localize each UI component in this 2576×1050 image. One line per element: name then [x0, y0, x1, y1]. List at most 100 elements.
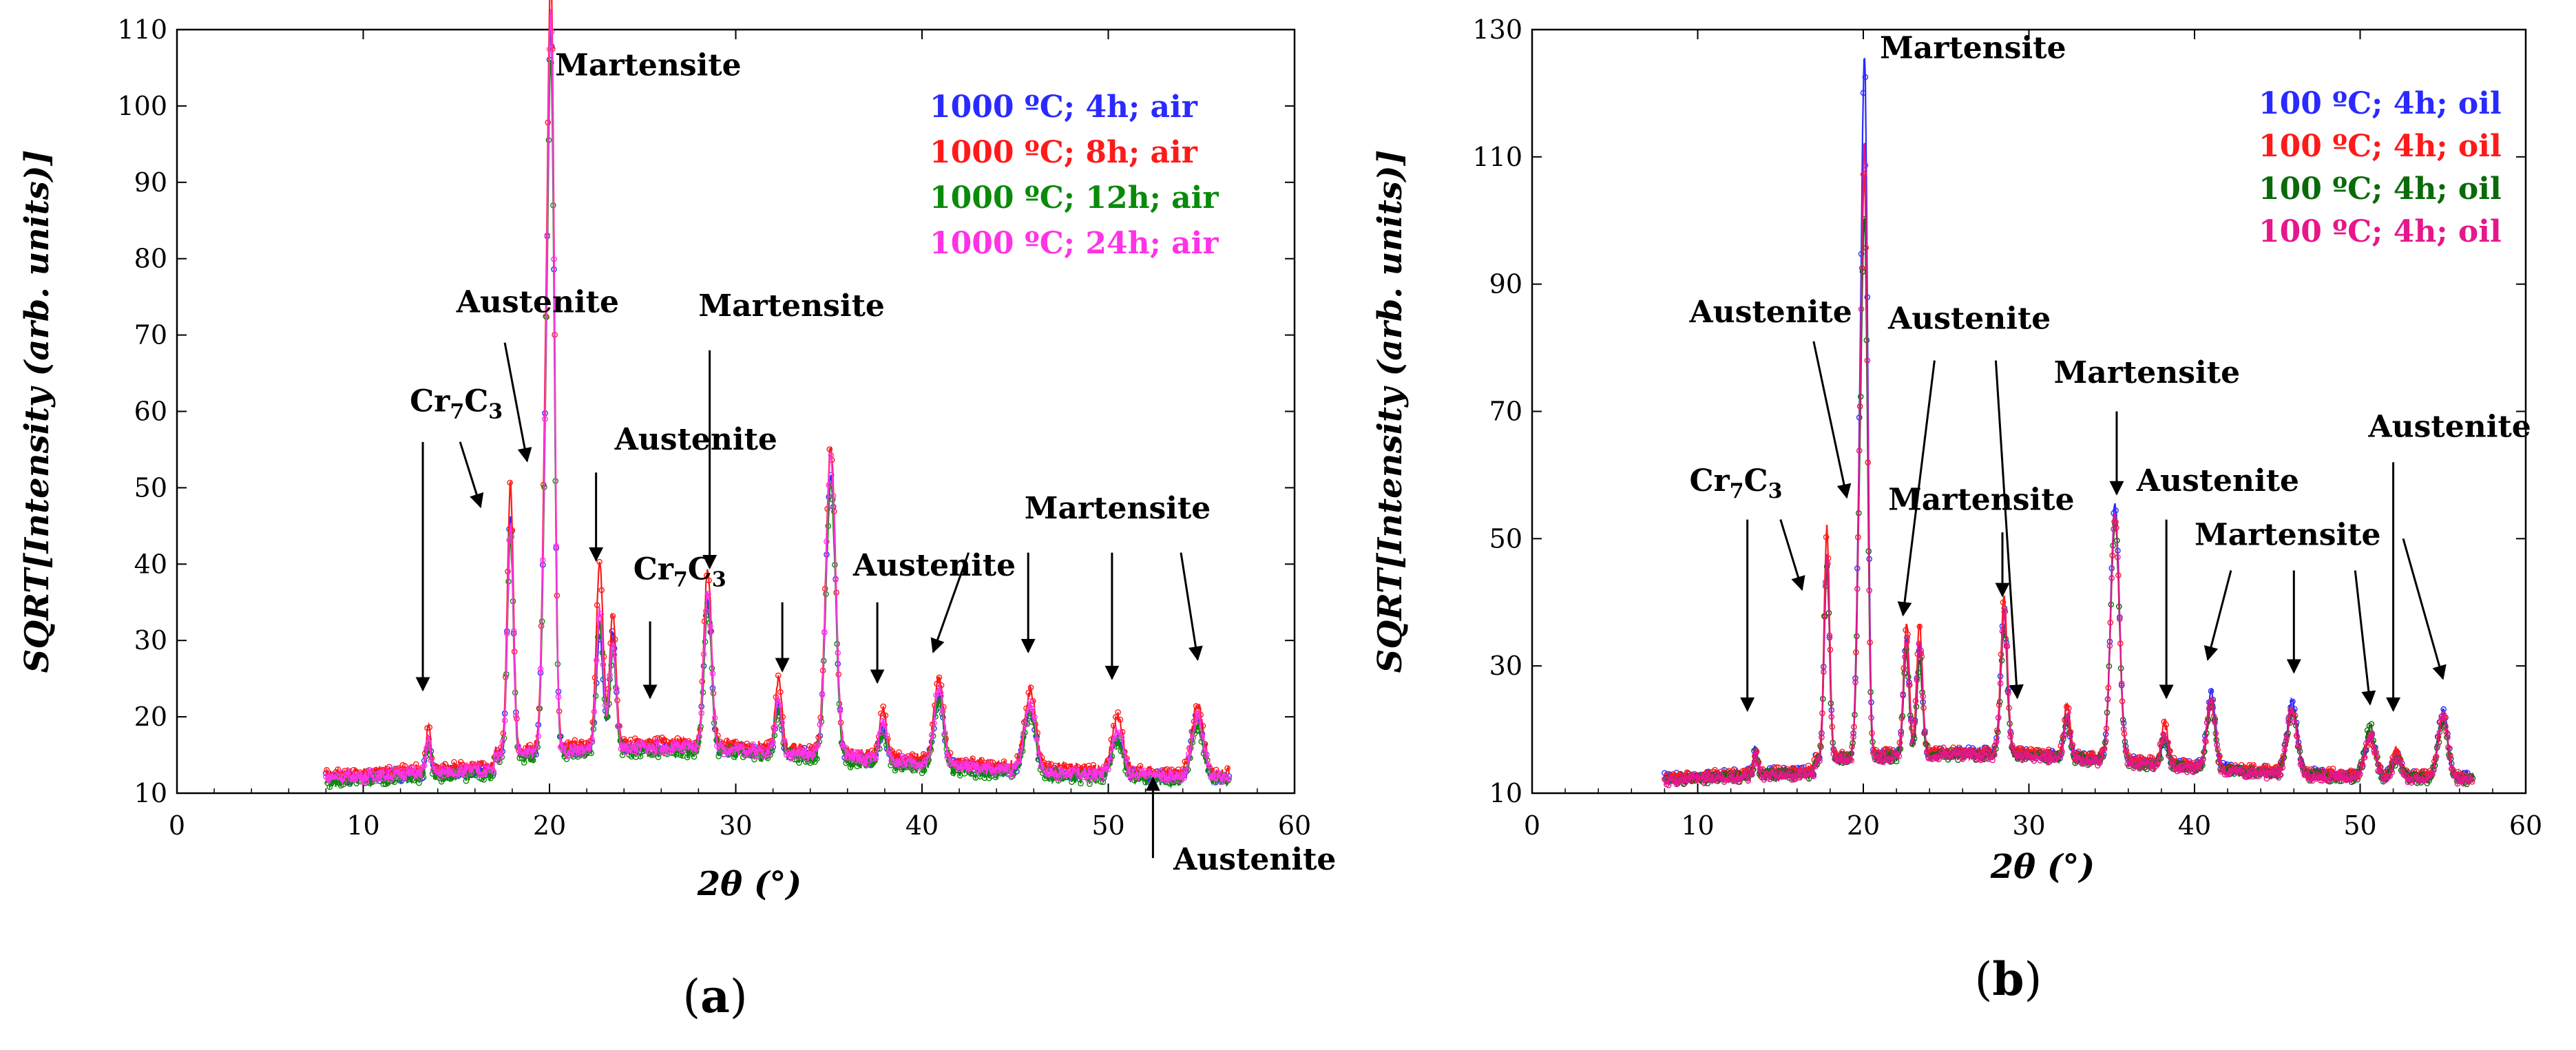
- series-point: [2104, 696, 2111, 702]
- series-point: [345, 768, 352, 775]
- series-point: [932, 713, 939, 720]
- series-point: [1885, 748, 1892, 755]
- series-point: [765, 750, 772, 757]
- series-point: [1896, 753, 1903, 759]
- series-point: [1679, 773, 1686, 779]
- x-tick-label: 60: [2509, 810, 2542, 841]
- series-point: [835, 649, 841, 656]
- series-point: [2065, 705, 2072, 711]
- series-point: [1830, 750, 1836, 757]
- series-point: [777, 689, 784, 695]
- series-point: [2098, 753, 2105, 760]
- series-point: [2293, 732, 2300, 739]
- series-point: [1876, 758, 1883, 764]
- series-point: [2434, 742, 2441, 749]
- series-point: [336, 774, 343, 781]
- series-point: [781, 737, 788, 744]
- series-point: [2281, 747, 2288, 753]
- series-point: [882, 712, 889, 719]
- series-line: [325, 8, 1230, 784]
- series-point: [2009, 742, 2015, 748]
- series-point: [1109, 743, 1116, 750]
- series-point: [724, 737, 730, 744]
- series-point: [1188, 745, 1194, 751]
- series-point: [1025, 689, 1032, 696]
- series-point: [1958, 750, 1964, 756]
- series-point: [733, 738, 739, 745]
- series-point: [693, 745, 700, 751]
- series-point: [1096, 767, 1102, 773]
- series-point: [434, 768, 441, 775]
- series-point: [738, 744, 745, 750]
- series-point: [515, 743, 521, 749]
- series-point: [795, 754, 801, 760]
- series-point: [2116, 616, 2123, 622]
- series-point: [770, 739, 776, 746]
- series-point: [363, 778, 370, 785]
- x-tick-label: 10: [1681, 810, 1714, 841]
- series-point: [2150, 766, 2157, 773]
- series-point: [935, 689, 942, 696]
- legend-entry: 100 ºC; 4h; oil: [2259, 214, 2502, 249]
- series-point: [1898, 731, 1905, 737]
- series-point: [483, 762, 490, 768]
- series-point: [1822, 579, 1829, 585]
- series-point: [810, 752, 817, 758]
- series-point: [2283, 735, 2290, 742]
- series-point: [2140, 757, 2147, 764]
- series-point: [548, 28, 555, 35]
- series-point: [1113, 714, 1119, 720]
- series-point: [2252, 765, 2258, 772]
- series-point: [1113, 744, 1120, 750]
- series-point: [531, 750, 537, 757]
- series-point: [2188, 762, 2195, 768]
- series-point: [2430, 766, 2437, 772]
- series-point: [1107, 757, 1113, 764]
- x-tick-label: 30: [719, 810, 752, 841]
- series-point: [2319, 777, 2325, 784]
- series-point: [1824, 560, 1831, 567]
- series-point: [2373, 749, 2379, 755]
- series-point: [1691, 771, 1697, 777]
- series-point: [2315, 772, 2322, 778]
- series-point: [2182, 762, 2188, 768]
- series-point: [771, 724, 777, 731]
- series-point: [2082, 757, 2089, 763]
- series-point: [2250, 762, 2256, 768]
- series-point: [497, 748, 503, 754]
- series-point: [2200, 756, 2206, 763]
- series-point: [1115, 709, 1121, 715]
- series-point: [1701, 780, 1708, 786]
- series-point: [673, 744, 680, 751]
- series-point: [1204, 752, 1210, 758]
- series-point: [1677, 777, 1684, 784]
- panel-label: (b): [1975, 952, 2042, 1006]
- series-point: [1828, 713, 1835, 720]
- series-point: [968, 770, 974, 777]
- series-point: [892, 767, 899, 774]
- series-point: [2170, 759, 2177, 765]
- series-point: [2015, 752, 2022, 759]
- series-point: [1123, 757, 1129, 764]
- series-point: [1137, 763, 1144, 769]
- series-point: [1792, 775, 1799, 782]
- series-point: [1905, 631, 1911, 638]
- series-point: [2019, 757, 2026, 763]
- series-point: [1713, 777, 1719, 784]
- legend-entry: 100 ºC; 4h; oil: [2259, 171, 2502, 207]
- series-point: [651, 748, 658, 755]
- legend-entry: 100 ºC; 4h; oil: [2259, 129, 2502, 164]
- series-point: [474, 762, 481, 769]
- series-point: [1903, 646, 1909, 653]
- series-point: [2277, 772, 2284, 778]
- series-point: [341, 779, 347, 785]
- series-point: [442, 761, 448, 767]
- series-point: [397, 774, 403, 781]
- series-point: [1912, 720, 1918, 726]
- annotation-arrow: [2203, 570, 2232, 661]
- series-point: [372, 778, 379, 784]
- series-point: [1226, 776, 1233, 782]
- series-point: [421, 762, 428, 769]
- series-point: [1729, 770, 1735, 777]
